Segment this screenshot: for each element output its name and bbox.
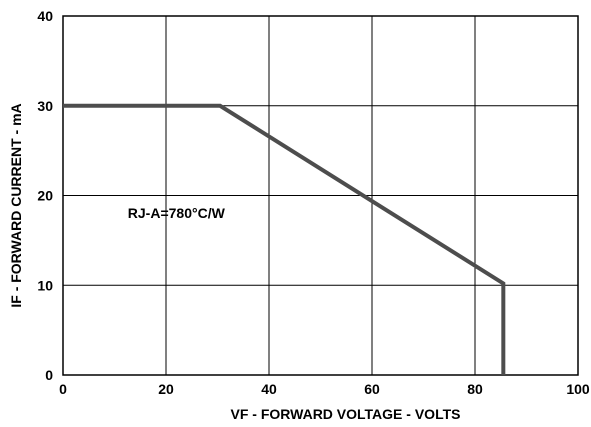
annotations: RJ-A=780°C/W (128, 205, 226, 221)
x-tick-label: 100 (566, 381, 590, 397)
x-axis-label: VF - FORWARD VOLTAGE - VOLTS (231, 406, 461, 422)
y-tick-label: 10 (37, 277, 53, 293)
tick-labels: 0 20 40 60 80 100 0 10 20 30 40 (37, 8, 589, 397)
y-tick-label: 20 (37, 188, 53, 204)
plot-frame (62, 15, 579, 376)
y-tick-label: 0 (45, 367, 53, 383)
y-tick-label: 40 (37, 8, 53, 24)
grid (63, 16, 578, 375)
y-axis-label: IF - FORWARD CURRENT - mA (8, 103, 24, 307)
x-tick-label: 40 (261, 381, 277, 397)
series-layer (63, 103, 506, 375)
x-tick-label: 0 (59, 381, 67, 397)
x-tick-label: 60 (364, 381, 380, 397)
y-tick-label: 30 (37, 98, 53, 114)
annotation-label: RJ-A=780°C/W (128, 205, 226, 221)
series-line (63, 103, 506, 375)
x-tick-label: 20 (158, 381, 174, 397)
x-tick-label: 80 (467, 381, 483, 397)
